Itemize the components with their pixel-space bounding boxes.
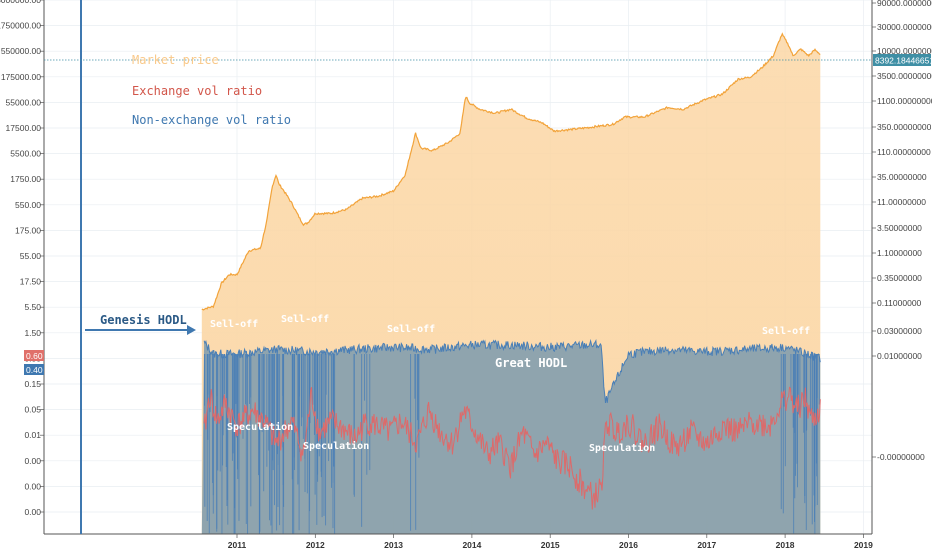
right-tick-label: 3500.00000000 bbox=[877, 71, 932, 81]
legend-exchange-vol-ratio: Exchange vol ratio bbox=[132, 84, 262, 98]
exchange-vol-line bbox=[203, 386, 821, 510]
annotation-selloff-2: Sell-off bbox=[281, 314, 329, 325]
right-tick-label: 0.03000000 bbox=[877, 326, 922, 336]
left-tick-label: 5.50 bbox=[24, 302, 41, 312]
annotation-speculation-1: Speculation bbox=[227, 421, 293, 433]
left-tick-label: 1.50 bbox=[24, 328, 41, 338]
left-axis-ticks: 5000000.00 1750000.00 550000.00 175000.00 55… bbox=[0, 0, 44, 517]
annotation-genesis-hodl: Genesis HODL bbox=[100, 313, 187, 327]
right-tick-label: 11.00000000 bbox=[877, 197, 926, 207]
genesis-arrow bbox=[85, 325, 196, 335]
annotation-great-hodl: Great HODL bbox=[495, 356, 567, 370]
x-axis-ticks: 2011 2012 2013 2014 2015 2016 2017 2018 2019 bbox=[228, 534, 873, 550]
x-tick-label: 2015 bbox=[541, 540, 560, 550]
left-tick-label: 17500.00 bbox=[6, 123, 42, 133]
left-tick-label: 550000.00 bbox=[1, 46, 41, 56]
left-tick-label: 175.00 bbox=[15, 225, 41, 235]
right-tick-label: 1100.00000000 bbox=[877, 96, 932, 106]
right-axis-ticks: 90000.00000000 30000.00000000 10000.000000… bbox=[872, 0, 932, 462]
left-tick-label: 0.01 bbox=[24, 430, 41, 440]
right-tick-label: 90000.00000000 bbox=[877, 0, 932, 8]
left-tick-label: 0.00 bbox=[24, 456, 41, 466]
left-tick-label: 0.05 bbox=[24, 405, 41, 415]
x-tick-label: 2012 bbox=[306, 540, 325, 550]
right-tick-label: 350.00000000 bbox=[877, 122, 932, 132]
left-tick-label: 55.00 bbox=[20, 251, 42, 261]
left-tick-label: 1750000.00 bbox=[0, 21, 41, 31]
left-tick-label: 5000000.00 bbox=[0, 0, 41, 5]
annotation-speculation-2: Speculation bbox=[303, 440, 369, 452]
left-tick-label: 550.00 bbox=[15, 200, 41, 210]
annotation-selloff-3: Sell-off bbox=[387, 324, 435, 335]
left-tick-label: 0.00 bbox=[24, 507, 41, 517]
right-tick-label: 110.00000000 bbox=[877, 147, 931, 157]
non-exchange-ratio-badge-label: 0.40 bbox=[26, 365, 43, 375]
right-tick-label: -0.00000000 bbox=[877, 452, 925, 462]
left-tick-label: 175000.00 bbox=[1, 72, 41, 82]
annotation-speculation-3: Speculation bbox=[589, 442, 655, 454]
legend-market-price: Market price bbox=[132, 53, 219, 67]
right-tick-label: 0.01000000 bbox=[877, 351, 922, 361]
exchange-ratio-badge-label: 0.60 bbox=[26, 351, 43, 361]
x-tick-label: 2019 bbox=[854, 540, 873, 550]
annotation-selloff-4: Sell-off bbox=[762, 326, 810, 337]
left-tick-label: 0.15 bbox=[24, 379, 41, 389]
x-tick-label: 2017 bbox=[697, 540, 716, 550]
current-price-badge-label: 8392.18446651 bbox=[875, 56, 932, 66]
left-tick-label: 0.00 bbox=[24, 481, 41, 491]
market-price-line bbox=[201, 32, 821, 311]
left-tick-label: 5500.00 bbox=[10, 149, 41, 159]
non-exchange-vol-area bbox=[201, 340, 821, 534]
right-tick-label: 10000.00000000 bbox=[877, 46, 932, 56]
legend-non-exchange-vol-ratio: Non-exchange vol ratio bbox=[132, 113, 291, 127]
left-tick-label: 17.50 bbox=[20, 277, 42, 287]
right-tick-label: 0.11000000 bbox=[877, 298, 922, 308]
x-tick-label: 2014 bbox=[462, 540, 481, 550]
non-exchange-vol-line bbox=[203, 338, 821, 403]
left-tick-label: 55000.00 bbox=[6, 97, 42, 107]
right-tick-label: 1.10000000 bbox=[877, 248, 922, 258]
right-tick-label: 0.35000000 bbox=[877, 273, 922, 283]
exchange-ratio-badge: 0.60 bbox=[24, 350, 44, 361]
annotation-selloff-1: Sell-off bbox=[210, 319, 258, 330]
current-price-badge: 8392.18446651 bbox=[873, 54, 932, 66]
right-tick-label: 30000.00000000 bbox=[877, 22, 932, 32]
x-tick-label: 2018 bbox=[776, 540, 795, 550]
right-tick-label: 35.00000000 bbox=[877, 172, 927, 182]
x-tick-label: 2016 bbox=[619, 540, 638, 550]
x-tick-label: 2013 bbox=[384, 540, 403, 550]
right-tick-label: 3.50000000 bbox=[877, 223, 922, 233]
left-tick-label: 1750.00 bbox=[10, 174, 41, 184]
non-exchange-ratio-badge: 0.40 bbox=[24, 364, 44, 375]
legend: Market price Exchange vol ratio Non-exch… bbox=[132, 53, 291, 127]
x-tick-label: 2011 bbox=[228, 540, 247, 550]
